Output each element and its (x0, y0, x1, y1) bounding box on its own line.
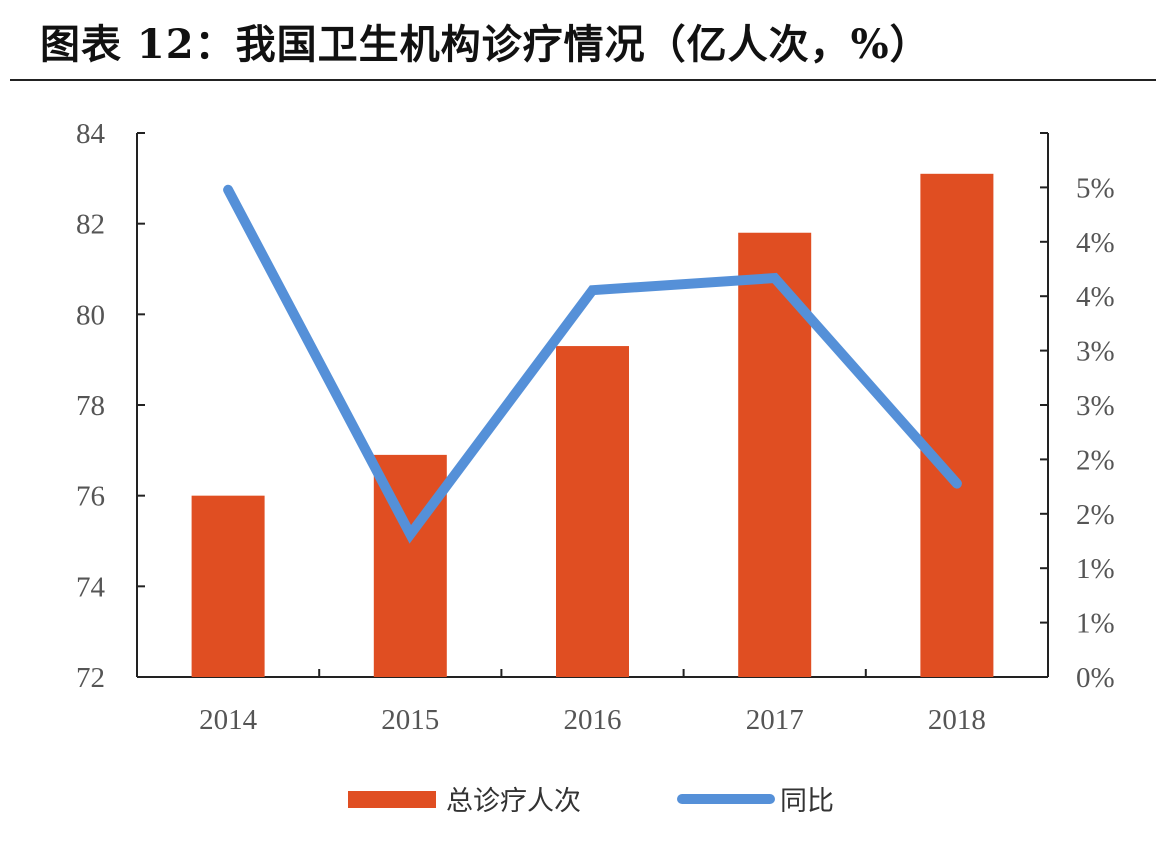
bar-2014 (191, 495, 265, 677)
y-right-tick-label: 1% (1076, 553, 1115, 585)
x-tick-label: 2017 (746, 704, 804, 736)
bars-group (191, 173, 994, 678)
y-right-tick-label: 4% (1076, 281, 1115, 313)
yoy-point-2017 (771, 275, 778, 282)
legend-label-line: 同比 (780, 786, 834, 817)
y-right-tick-label: 3% (1076, 390, 1115, 422)
y-left-tick-label: 80 (76, 299, 105, 331)
y-right-tick-label: 2% (1076, 444, 1115, 476)
legend: 总诊疗人次 同比 (348, 786, 834, 817)
bar-2016 (556, 346, 629, 677)
yoy-point-2018 (953, 480, 960, 487)
y-left-tick-label: 78 (76, 390, 105, 422)
y-left-tick-label: 72 (76, 662, 105, 694)
x-tick-label: 2015 (381, 704, 439, 736)
y-right-tick-label: 1% (1076, 608, 1115, 640)
y-left-tick-label: 84 (76, 118, 106, 150)
chart-title: 图表 12：我国卫生机构诊疗情况（亿人次，%） (40, 21, 931, 68)
y-right-tick-label: 0% (1076, 662, 1115, 694)
x-tick-label: 2014 (199, 704, 258, 736)
yoy-point-2016 (589, 287, 596, 294)
legend-swatch-bar (348, 791, 436, 808)
y-right-tick-label: 4% (1076, 227, 1115, 259)
x-tick-label: 2018 (928, 704, 986, 736)
yoy-point-2014 (225, 186, 232, 193)
yoy-point-2015 (407, 531, 414, 538)
y-left-tick-label: 74 (76, 571, 106, 603)
y-right-tick-label: 2% (1076, 499, 1115, 531)
y-left-tick-label: 82 (76, 209, 105, 241)
x-tick-label: 2016 (564, 704, 622, 736)
y-right-tick-label: 3% (1076, 336, 1115, 368)
axes: 72 74 76 78 80 82 84 0% 1% 1% 2% 2% 3% 3% 4% 4% 5% 2014 20… (76, 118, 1115, 736)
y-left-tick-label: 76 (76, 481, 105, 513)
title-divider (10, 79, 1156, 81)
bar-2018 (920, 173, 994, 678)
y-right-tick-label: 5% (1076, 172, 1115, 204)
line-group (223, 184, 962, 544)
legend-label-bar: 总诊疗人次 (446, 786, 581, 817)
